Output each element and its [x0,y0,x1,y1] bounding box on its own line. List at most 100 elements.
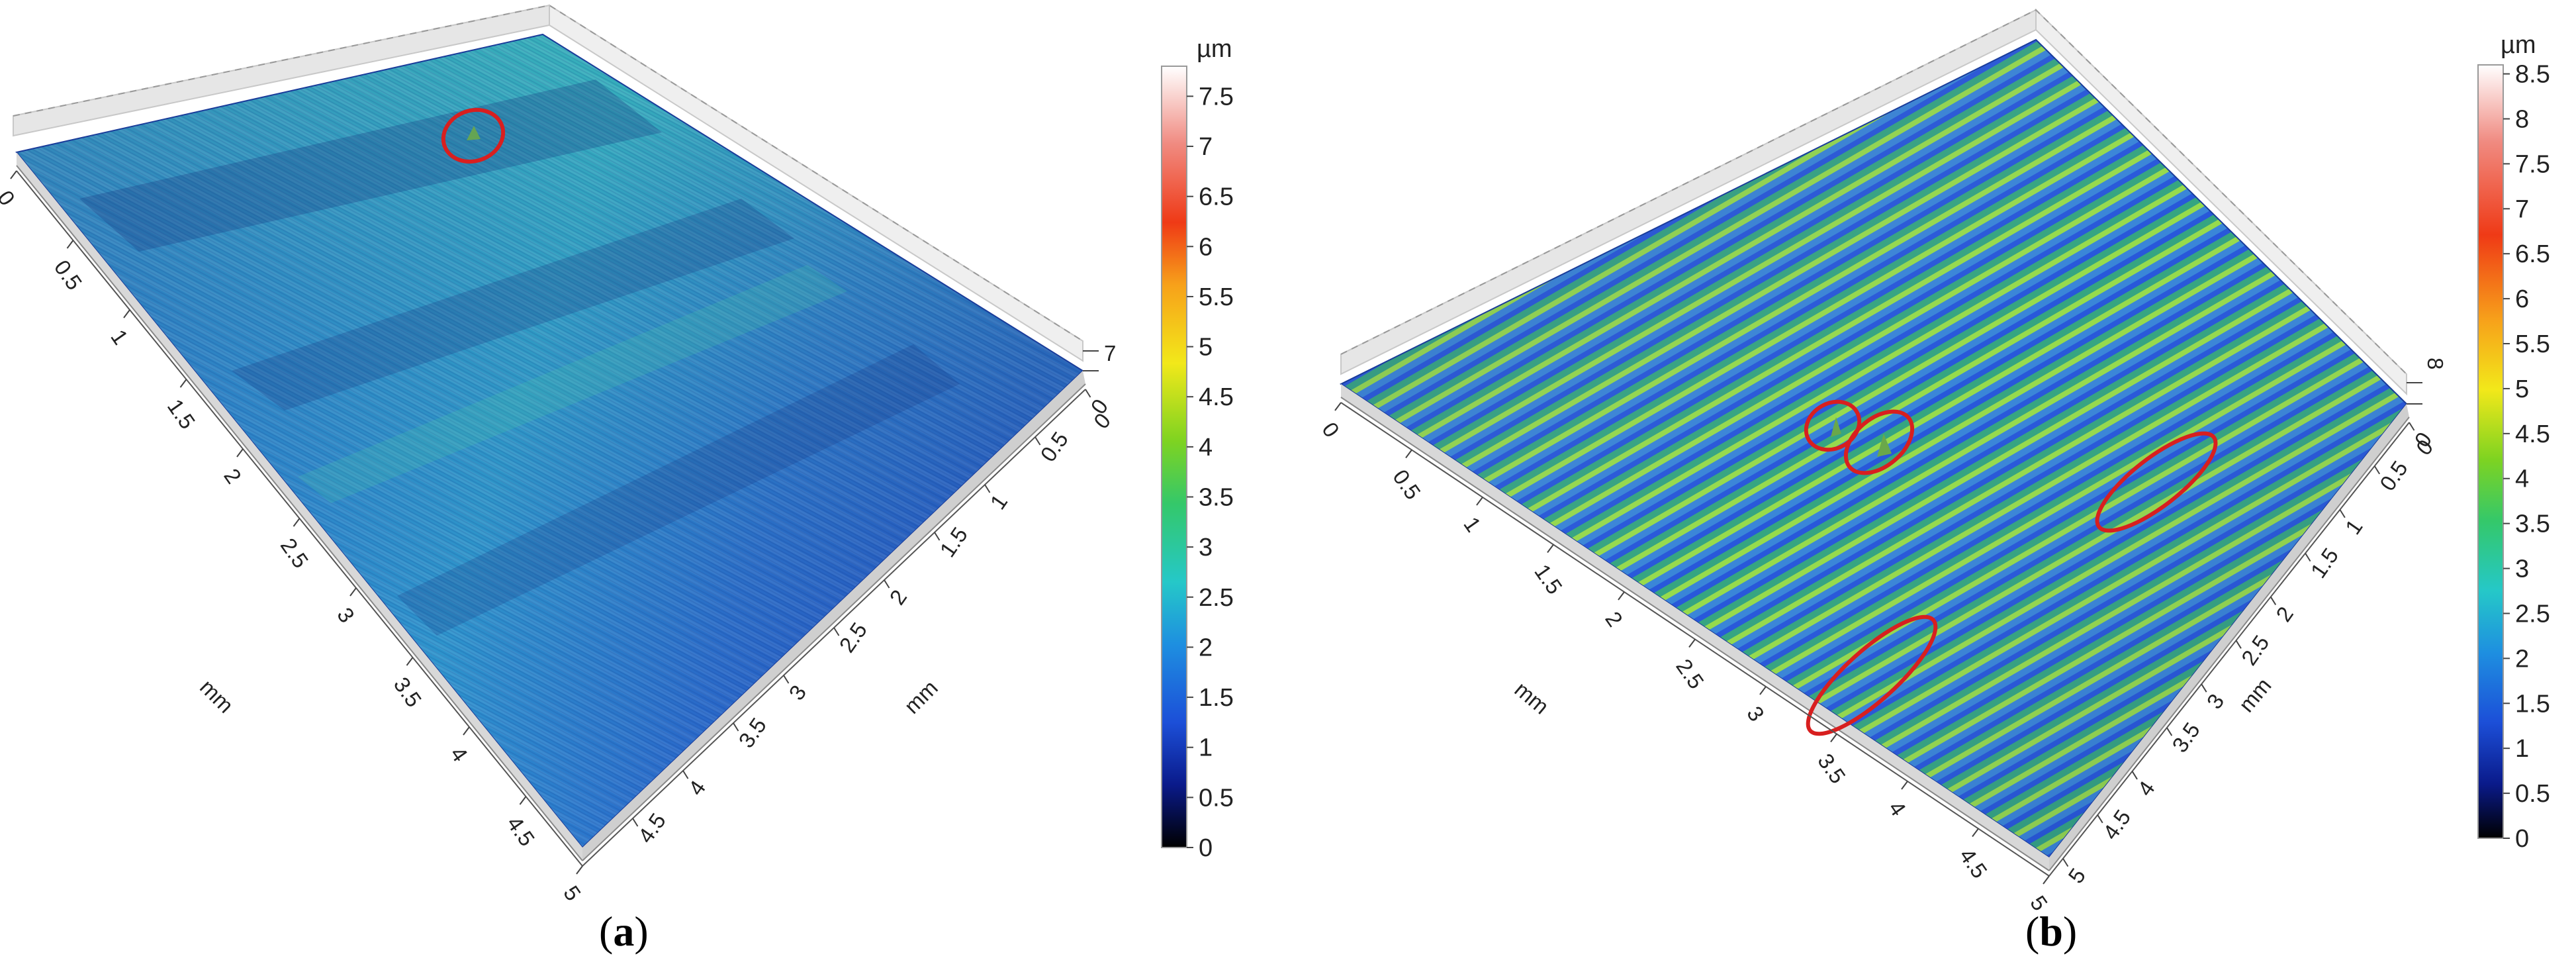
axis-tick-mark [1688,638,1696,648]
axis-tick-label: 2 [2271,602,2298,626]
colorbar-tick-label: 0 [1199,834,1213,862]
axis-tick-label: 1 [1459,512,1486,536]
axis-tick-mark [2043,875,2050,885]
axis-tick-label: 4.5 [2098,805,2136,844]
highlight-markers-b [1804,399,2218,736]
colorbar-tick-label: 1.5 [1199,684,1234,712]
axis-tick-mark [783,675,790,684]
axis-tick-mark [2201,683,2207,693]
axis-tick-label: 4.5 [1955,844,1992,883]
colorbar-tick-label: 3 [2515,556,2529,583]
axis-tick-label: 5 [2063,863,2090,887]
highlight-ellipse [2095,431,2218,533]
colorbar-tick-label: 4 [1199,434,1213,461]
axis-tick-label: 3 [784,681,811,704]
axis-tick-mark [1901,781,1908,790]
axis-tick-label: 5 [559,881,586,905]
axis-tick-label: 0.5 [50,256,87,295]
z-tick-8: 8 [2423,358,2448,369]
colorbar-tick-label: 6 [2515,285,2529,313]
axis-tick-label: 3 [332,603,359,627]
colorbar-tick-label: 2.5 [1199,584,1234,612]
axis-tick-mark [1476,497,1483,506]
axis-tick-mark [2166,727,2173,736]
colorbar-b: µm 0 0.5 1 1.5 2 2.5 3 3.5 4 4.5 5 5.5 6 6.5 7 7.5 8 8.5 [2477,31,2550,853]
caption-a: (a) [599,908,649,955]
axis-tick-mark [179,379,187,388]
axis-tick-label: 2.5 [1671,654,1709,693]
z-tick-7: 7 [1104,341,1116,365]
axis-tick-mark [2373,465,2381,475]
axis-tick-label: 3.5 [389,673,427,712]
left-axis-label: mm [195,675,238,718]
axis-tick-mark [682,770,689,779]
axis-tick-mark [1035,436,1041,446]
colorbar-unit: µm [2501,31,2536,59]
axis-tick-mark [1618,591,1625,601]
axis-tick-label: 4.5 [633,808,670,848]
right-axis-label: mm [899,675,943,718]
bounding-box-b [1340,8,2407,396]
panel-b: 0 8 0 0.5 1 1.5 2 2.5 3 3.5 4 4.5 5 mm 0 0.5 1 1.5 2 2.… [1288,0,2576,970]
axis-tick-mark [463,726,470,736]
colorbar-tick-label: 8 [2515,105,2529,133]
colorbar-tick-label: 5.5 [1199,283,1234,311]
axis-tick-mark [1085,389,1091,398]
colorbar-tick-label: 3 [1199,534,1213,561]
axis-tick-label: 4.5 [502,812,540,851]
colorbar-tick-label: 3.5 [2515,510,2550,538]
axis-tick-label: 1.5 [163,395,201,434]
axis-tick-mark [632,818,639,827]
highlight-ellipse [1806,614,1938,736]
axis-tick-label: 4 [2133,777,2160,800]
axis-tick-label: 1.5 [1530,559,1567,599]
axis-tick-mark [1405,449,1412,459]
axis-tick-label: 0.5 [2375,456,2413,495]
axis-tick-mark [1547,544,1554,554]
axis-tick-mark [884,579,890,589]
axis-tick-mark [2409,422,2415,431]
axis-tick-mark [519,796,527,805]
base-edges-a [16,152,1086,861]
colorbar-gradient [1161,66,1187,848]
colorbar-tick-label: 8.5 [2515,61,2550,89]
axis-tick-label: 0 [1317,418,1344,442]
highlight-ellipse [1804,399,1862,452]
colorbar-tick-label: 0 [2515,825,2529,853]
left-axis-label: mm [1510,677,1554,719]
surface-plot-b: 0 8 0 0.5 1 1.5 2 2.5 3 3.5 4 4.5 5 mm 0 0.5 1 1.5 2 2.… [1317,8,2550,915]
colorbar-tick-label: 1.5 [2515,690,2550,718]
axis-tick-label: 0 [0,186,20,210]
colorbar-gradient [2477,64,2504,839]
colorbar-unit: µm [1197,35,1232,63]
axis-tick-label: 1.5 [2306,544,2344,583]
axis-tick-mark [984,484,991,493]
axis-tick-label: 4 [445,742,473,766]
axis-tick-label: 3 [2202,689,2229,713]
right-axis-label: mm [2234,673,2276,717]
axis-tick-mark [349,587,357,597]
colorbar-tick-label: 4 [2515,465,2529,493]
highlight-markers-a [441,107,506,164]
bounding-box-a [13,4,1083,362]
colorbar-ticks-b: 0 0.5 1 1.5 2 2.5 3 3.5 4 4.5 5 5.5 6 6.5 7 7.5 8 8.5 [2503,61,2550,853]
axis-tick-label: 4 [1884,797,1911,820]
axis-tick-label: 1 [2340,514,2368,538]
surface-plot-a: 0 7 0 0.5 1 1.5 2 2.5 3 3.5 4 4.5 5 mm 0 0.5 1 1.5 2 2.… [0,4,1234,905]
axis-tick-mark [293,518,300,527]
axis-tick-label: 3.5 [1813,749,1851,788]
z-axis-a: 0 7 [1083,341,1116,433]
colorbar-ticks-a: 0 0.5 1 1.5 2 2.5 3 3.5 4 4.5 5 5.5 6 6.5 7 7.5 [1187,83,1234,862]
axis-tick-mark [833,627,840,636]
caption-b: (b) [2025,908,2078,955]
colorbar-tick-label: 7.5 [1199,83,1234,111]
colorbar-tick-label: 2 [1199,634,1213,661]
axis-tick-mark [2097,814,2103,824]
colorbar-tick-label: 5 [2515,375,2529,403]
colorbar-tick-label: 7.5 [2515,150,2550,178]
axis-tick-mark [2270,596,2277,605]
axis-tick-label: 3.5 [2167,718,2205,757]
axis-tick-label: 2.5 [834,618,872,657]
axis-tick-mark [1759,686,1767,695]
colorbar-tick-label: 6.5 [1199,183,1234,211]
